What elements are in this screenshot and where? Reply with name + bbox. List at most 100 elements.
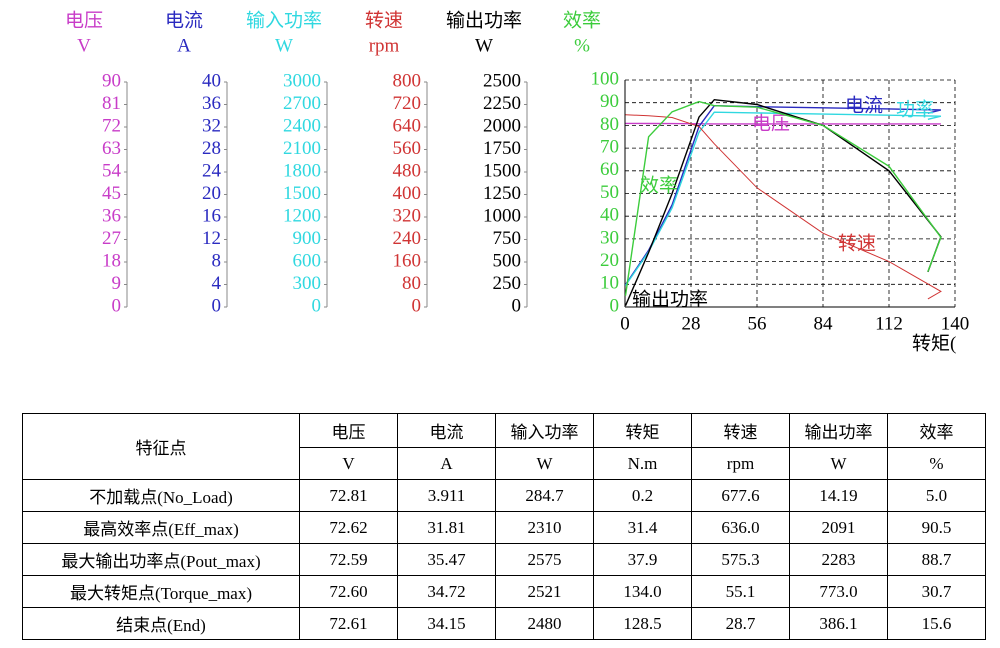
y-tick-label: 1800 bbox=[283, 160, 321, 181]
y-tick-label: 0 bbox=[512, 295, 522, 316]
x-tick-label: 0 bbox=[620, 313, 630, 334]
table-cell: 15.6 bbox=[887, 607, 986, 640]
y-tick-label: 54 bbox=[102, 160, 122, 181]
series-label: 电流 bbox=[845, 94, 883, 116]
y-tick-label: 1500 bbox=[483, 160, 521, 181]
table-cell: 0.2 bbox=[593, 479, 692, 512]
y-tick-label: 9 bbox=[112, 273, 122, 294]
table-cell: 72.60 bbox=[299, 575, 398, 608]
y-tick-label: 240 bbox=[393, 228, 422, 249]
axis-name: 转速 bbox=[365, 9, 403, 31]
axis-name: 效率 bbox=[563, 9, 601, 31]
y-tick-label: 0 bbox=[212, 295, 222, 316]
chart: 电压V09182736455463728190电流A04812162024283… bbox=[65, 9, 969, 354]
y-tick-label: 1000 bbox=[483, 205, 521, 226]
y-tick-label: 640 bbox=[393, 115, 422, 136]
table-cell: 31.4 bbox=[593, 511, 692, 544]
table-cell: 88.7 bbox=[887, 543, 986, 576]
y-tick-label: 300 bbox=[293, 273, 322, 294]
column-header: 输入功率 bbox=[495, 413, 594, 448]
table-cell: 30.7 bbox=[887, 575, 986, 608]
y-tick-label: 3000 bbox=[283, 70, 321, 91]
table-cell: 34.15 bbox=[397, 607, 496, 640]
table-cell: 72.61 bbox=[299, 607, 398, 640]
y-tick-label: 1200 bbox=[283, 205, 321, 226]
table-cell: 773.0 bbox=[789, 575, 888, 608]
y-tick-label: 480 bbox=[393, 160, 422, 181]
table-cell: 386.1 bbox=[789, 607, 888, 640]
row-header: 最大转矩点(Torque_max) bbox=[22, 575, 300, 608]
y-tick-label: 20 bbox=[600, 250, 619, 271]
y-tick-label: 32 bbox=[202, 115, 221, 136]
table-cell: 37.9 bbox=[593, 543, 692, 576]
y-tick-label: 400 bbox=[393, 183, 422, 204]
y-tick-label: 1500 bbox=[283, 183, 321, 204]
series-line bbox=[624, 100, 942, 296]
y-tick-label: 0 bbox=[112, 295, 122, 316]
y-tick-label: 27 bbox=[102, 228, 121, 249]
table-cell: 5.0 bbox=[887, 479, 986, 512]
y-tick-label: 900 bbox=[293, 228, 322, 249]
y-tick-label: 24 bbox=[202, 160, 222, 181]
y-tick-label: 1750 bbox=[483, 138, 521, 159]
column-header: 转速 bbox=[691, 413, 790, 448]
y-tick-label: 40 bbox=[600, 205, 619, 226]
series-label: 功率 bbox=[896, 98, 934, 120]
y-tick-label: 90 bbox=[102, 70, 121, 91]
x-tick-label: 56 bbox=[748, 313, 767, 334]
unit-header: V bbox=[299, 447, 398, 480]
table-cell: 2091 bbox=[789, 511, 888, 544]
table-cell: 2480 bbox=[495, 607, 594, 640]
axis-name: 电压 bbox=[65, 9, 103, 31]
table-cell: 575.3 bbox=[691, 543, 790, 576]
unit-header: W bbox=[789, 447, 888, 480]
column-header: 电流 bbox=[397, 413, 496, 448]
table-cell: 2310 bbox=[495, 511, 594, 544]
axis-unit: W bbox=[275, 35, 293, 56]
series-label: 输出功率 bbox=[632, 288, 708, 310]
x-tick-label: 84 bbox=[814, 313, 834, 334]
series-line bbox=[624, 98, 942, 306]
y-tick-label: 80 bbox=[402, 273, 421, 294]
x-axis-label: 转矩( bbox=[912, 332, 956, 354]
y-tick-label: 90 bbox=[600, 91, 619, 112]
unit-header: rpm bbox=[691, 447, 790, 480]
y-tick-label: 18 bbox=[102, 250, 121, 271]
y-tick-label: 16 bbox=[202, 205, 221, 226]
axis-name: 输出功率 bbox=[446, 9, 522, 31]
y-tick-label: 2000 bbox=[483, 115, 521, 136]
table-cell: 34.72 bbox=[397, 575, 496, 608]
column-header: 转矩 bbox=[593, 413, 692, 448]
y-tick-label: 800 bbox=[393, 70, 422, 91]
y-tick-label: 320 bbox=[393, 205, 422, 226]
series-label: 电压 bbox=[752, 112, 790, 134]
y-tick-label: 20 bbox=[202, 183, 221, 204]
y-tick-label: 720 bbox=[393, 93, 422, 114]
y-tick-label: 2700 bbox=[283, 93, 321, 114]
y-tick-label: 36 bbox=[202, 93, 221, 114]
y-tick-label: 2500 bbox=[483, 70, 521, 91]
table-cell: 72.81 bbox=[299, 479, 398, 512]
y-tick-label: 100 bbox=[591, 68, 620, 89]
y-tick-label: 500 bbox=[493, 250, 522, 271]
table-cell: 3.911 bbox=[397, 479, 496, 512]
column-header: 电压 bbox=[299, 413, 398, 448]
y-tick-label: 0 bbox=[312, 295, 322, 316]
y-tick-label: 10 bbox=[600, 273, 619, 294]
y-tick-label: 45 bbox=[102, 183, 121, 204]
table-cell: 134.0 bbox=[593, 575, 692, 608]
x-tick-label: 112 bbox=[875, 313, 903, 334]
y-tick-label: 60 bbox=[600, 159, 619, 180]
y-tick-label: 0 bbox=[610, 295, 620, 316]
y-tick-label: 1250 bbox=[483, 183, 521, 204]
y-tick-label: 0 bbox=[412, 295, 422, 316]
axis-unit: W bbox=[475, 35, 493, 56]
y-tick-label: 63 bbox=[102, 138, 121, 159]
table-cell: 2575 bbox=[495, 543, 594, 576]
table-cell: 72.62 bbox=[299, 511, 398, 544]
table-cell: 31.81 bbox=[397, 511, 496, 544]
corner-header: 特征点 bbox=[22, 413, 300, 480]
y-tick-label: 160 bbox=[393, 250, 422, 271]
y-tick-label: 40 bbox=[202, 70, 221, 91]
